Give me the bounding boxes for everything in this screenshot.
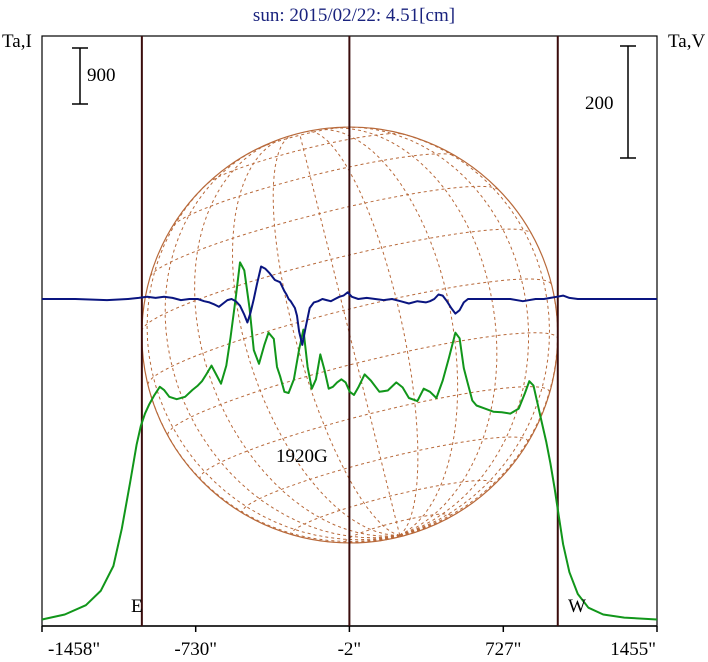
sun-latitude-line: [207, 133, 404, 184]
sun-longitude-line: [146, 177, 400, 541]
sun-disk: [141, 126, 559, 544]
sun-longitude-line: [329, 127, 498, 536]
series-layer: [41, 261, 658, 621]
intensity-scale-bar: [72, 47, 88, 105]
sun-longitude-line: [349, 126, 529, 536]
limb-lines: [140, 36, 559, 626]
intensity-series-line: [41, 261, 658, 621]
x-tick-label: 727": [485, 639, 521, 660]
x-tick-label: 1455": [610, 639, 656, 660]
sun-latitude-line: [255, 126, 347, 151]
sun-latitude-line: [172, 153, 455, 226]
sun-latitude-line: [167, 332, 558, 435]
field-annotation: 1920G: [276, 446, 328, 467]
polarization-series-line: [42, 265, 657, 346]
x-tick-label: -1458": [48, 639, 100, 660]
sun-longitude-line: [299, 133, 401, 536]
x-tick-label: -730": [174, 639, 217, 660]
sun-latitude-line: [199, 386, 551, 480]
polarization-scale-label: 200: [585, 93, 614, 114]
sun-latitude-line: [147, 278, 552, 385]
sun-longitude-line: [272, 134, 400, 536]
sun-longitude-line: [194, 142, 400, 537]
sun-longitude-line: [396, 131, 551, 536]
polarization-scale-bar: [620, 45, 636, 159]
chart-title: sun: 2015/02/22: 4.51[cm]: [253, 5, 455, 26]
right-axis-label: Ta,V: [668, 31, 705, 52]
sun-longitude-line: [231, 139, 400, 536]
x-tick-label: -2": [338, 639, 362, 660]
sun-longitude-line: [149, 392, 400, 542]
left-axis-label: Ta,I: [2, 31, 32, 52]
west-limb-label: W: [568, 596, 586, 617]
sun-longitude-line: [306, 130, 419, 536]
tick-layer: -1458" -730" -2" 727" 1455": [41, 626, 658, 660]
east-limb-label: E: [131, 596, 143, 617]
intensity-scale-label: 900: [87, 65, 116, 86]
sun-latitude-line: [291, 479, 495, 536]
sun-latitude-line: [141, 228, 532, 332]
sun-longitude-line: [320, 128, 459, 536]
